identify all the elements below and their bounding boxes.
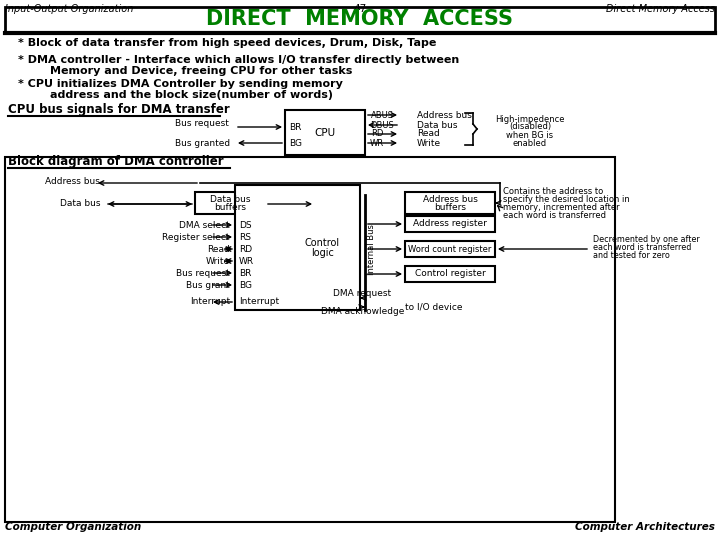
Bar <box>235 185 360 310</box>
Text: DS: DS <box>239 220 251 230</box>
Bar <box>195 192 265 214</box>
Text: Control register: Control register <box>415 269 485 279</box>
Text: WR: WR <box>370 138 384 147</box>
Text: * CPU initializes DMA Controller by sending memory: * CPU initializes DMA Controller by send… <box>18 79 343 89</box>
Text: each word is transferred: each word is transferred <box>503 211 606 219</box>
Bar <box>405 266 495 282</box>
Text: Memory and Device, freeing CPU for other tasks: Memory and Device, freeing CPU for other… <box>50 66 352 76</box>
Text: logic: logic <box>311 248 334 259</box>
Bar <box>405 192 495 214</box>
Text: when BG is: when BG is <box>506 131 554 139</box>
Text: BG: BG <box>289 138 302 147</box>
Text: Decremented by one after: Decremented by one after <box>593 234 700 244</box>
Text: Address bus: Address bus <box>417 111 472 119</box>
Text: Address bus: Address bus <box>423 194 477 204</box>
Text: * Block of data transfer from high speed devices, Drum, Disk, Tape: * Block of data transfer from high speed… <box>18 38 436 48</box>
Bar <box>405 216 495 232</box>
Text: Write: Write <box>206 256 230 266</box>
Text: enabled: enabled <box>513 138 547 147</box>
Text: Contains the address to: Contains the address to <box>503 186 603 195</box>
Text: DMA request: DMA request <box>333 288 392 298</box>
Text: to I/O device: to I/O device <box>405 302 462 312</box>
Text: each word is transferred: each word is transferred <box>593 242 691 252</box>
Text: Computer Architectures: Computer Architectures <box>575 522 715 532</box>
Bar <box>405 241 495 257</box>
Text: Word count register: Word count register <box>408 245 492 253</box>
Text: Data bus: Data bus <box>60 199 100 208</box>
Text: RS: RS <box>239 233 251 241</box>
Text: WR: WR <box>239 256 254 266</box>
Text: DMA acknowledge: DMA acknowledge <box>321 307 404 316</box>
Text: (disabled): (disabled) <box>509 123 551 132</box>
Text: buffers: buffers <box>434 202 466 212</box>
Text: * DMA controller - Interface which allows I/O transfer directly between: * DMA controller - Interface which allow… <box>18 55 459 65</box>
Text: Read: Read <box>207 245 230 253</box>
Text: High-impedence: High-impedence <box>495 114 564 124</box>
Text: Address register: Address register <box>413 219 487 228</box>
Text: RD: RD <box>371 130 383 138</box>
Text: Register select: Register select <box>163 233 230 241</box>
Text: Interrupt: Interrupt <box>239 298 279 307</box>
Bar <box>285 110 365 155</box>
Text: BR: BR <box>289 123 302 132</box>
Text: Data bus: Data bus <box>210 194 251 204</box>
Text: RD: RD <box>239 245 252 253</box>
Text: Bus grant: Bus grant <box>186 280 230 289</box>
Text: Control: Control <box>305 238 340 247</box>
Text: DMA select: DMA select <box>179 220 230 230</box>
Text: address and the block size(number of words): address and the block size(number of wor… <box>50 90 333 100</box>
Text: Direct Memory Access: Direct Memory Access <box>606 4 715 14</box>
Bar <box>5 157 615 522</box>
Text: Interrupt: Interrupt <box>190 298 230 307</box>
Text: Block diagram of DMA controller: Block diagram of DMA controller <box>8 156 224 168</box>
Text: ABUS: ABUS <box>371 111 394 119</box>
Text: 47: 47 <box>354 4 366 14</box>
Text: Input-Output Organization: Input-Output Organization <box>5 4 133 14</box>
Text: buffers: buffers <box>214 202 246 212</box>
Text: specify the desired location in: specify the desired location in <box>503 194 630 204</box>
Text: BR: BR <box>239 268 251 278</box>
Text: Computer Organization: Computer Organization <box>5 522 141 532</box>
Bar <box>5 7 715 32</box>
Text: CPU: CPU <box>315 127 336 138</box>
Text: BG: BG <box>239 280 252 289</box>
Text: Address bus: Address bus <box>45 177 100 186</box>
Text: and tested for zero: and tested for zero <box>593 251 670 260</box>
Text: Bus granted: Bus granted <box>175 138 230 147</box>
Text: CPU bus signals for DMA transfer: CPU bus signals for DMA transfer <box>8 104 230 117</box>
Text: Bus request: Bus request <box>175 119 229 129</box>
Text: Bus request: Bus request <box>176 268 230 278</box>
Text: Internal Bus: Internal Bus <box>367 225 377 275</box>
Text: Write: Write <box>417 138 441 147</box>
Text: DBUS: DBUS <box>370 120 394 130</box>
Text: Data bus: Data bus <box>417 120 457 130</box>
Text: Read: Read <box>417 130 440 138</box>
Text: memory, incremented after: memory, incremented after <box>503 202 620 212</box>
Text: DIRECT  MEMORY  ACCESS: DIRECT MEMORY ACCESS <box>207 9 513 29</box>
